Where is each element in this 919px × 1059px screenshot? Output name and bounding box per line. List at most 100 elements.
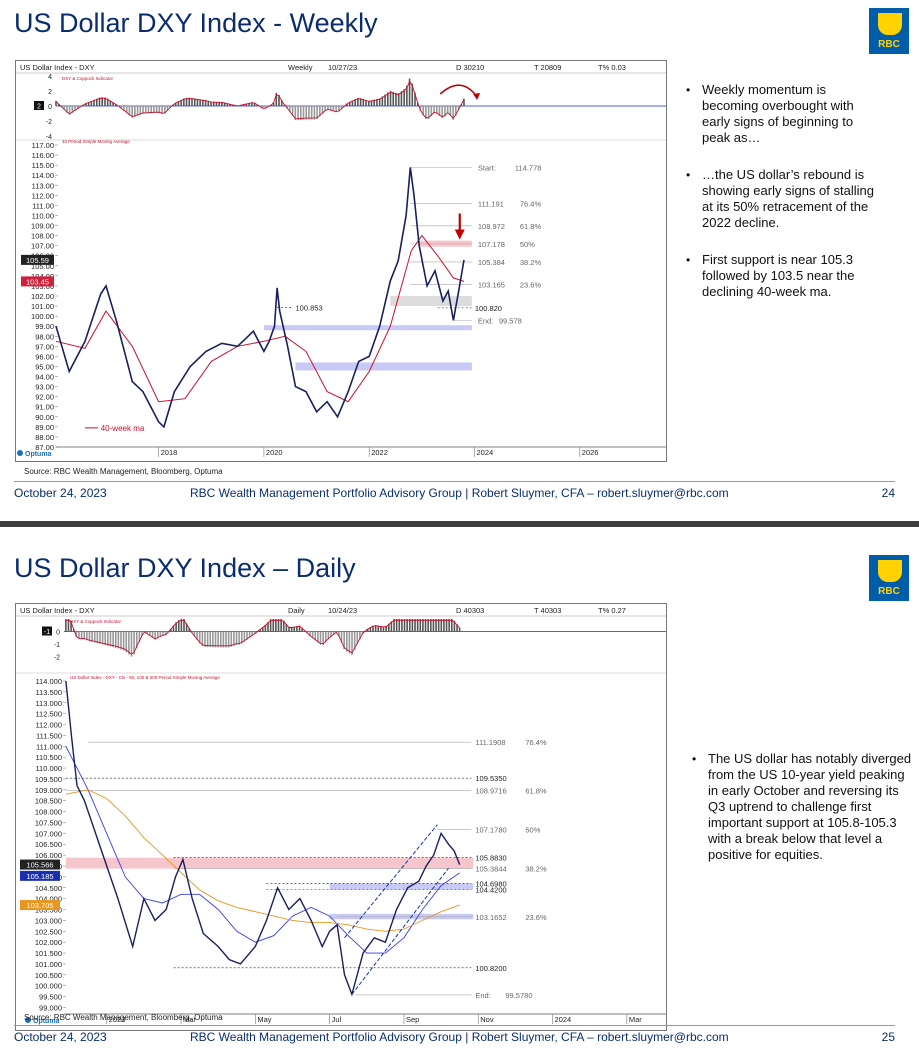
weekly-chart-svg: US Dollar Index - DXY Weekly 10/27/23 D 302… bbox=[16, 63, 666, 458]
price-badge-text: 105.185 bbox=[26, 872, 53, 881]
y-tick-label: 106.500 bbox=[35, 840, 62, 849]
y-tick-label: 102.00 bbox=[31, 292, 54, 301]
fib-level-label: End: bbox=[478, 316, 493, 325]
y-tick-label: 98.00 bbox=[35, 332, 54, 341]
x-tick-label: Nov bbox=[480, 1015, 494, 1024]
page-number: 25 bbox=[881, 1030, 895, 1044]
y-tick-label: 104.000 bbox=[35, 895, 62, 904]
fib-level-pct: 61.8% bbox=[520, 222, 542, 231]
footer-rule bbox=[14, 1025, 895, 1026]
logo-text: RBC bbox=[878, 39, 900, 50]
y-tick-label: 87.00 bbox=[35, 443, 54, 452]
chart-tpct-value: T% 0.27 bbox=[598, 606, 626, 615]
ma-100-day-line bbox=[65, 789, 460, 932]
y-tick-label: 104.500 bbox=[35, 884, 62, 893]
x-tick-label: 2022 bbox=[371, 448, 388, 457]
y-tick-label: 96.00 bbox=[35, 352, 54, 361]
y-tick-label: 111.500 bbox=[36, 731, 62, 740]
fib-level-label: 107.1780 bbox=[475, 825, 506, 834]
y-tick-label: 114.000 bbox=[35, 677, 62, 686]
fib-level-pct: 38.2% bbox=[520, 258, 542, 267]
y-tick-label: 100.000 bbox=[35, 982, 62, 991]
x-tick-label: Mar bbox=[183, 1015, 196, 1024]
fib-level-pct: 38.2% bbox=[525, 865, 547, 874]
oscillator-tick-label: 4 bbox=[48, 74, 52, 81]
oscillator-tick-label: 0 bbox=[48, 104, 52, 111]
fib-level-value: 99.578 bbox=[499, 316, 522, 325]
fib-level-label: 111.1908 bbox=[475, 738, 505, 747]
chart-name: US Dollar Index - DXY bbox=[20, 606, 95, 615]
y-tick-label: 91.00 bbox=[35, 403, 54, 412]
commentary: Weekly momentum is becoming overbought w… bbox=[684, 82, 884, 321]
fib-level-label: 108.9716 bbox=[475, 786, 506, 795]
y-tick-label: 104.00 bbox=[31, 272, 54, 281]
x-tick-label: Sep bbox=[406, 1015, 419, 1024]
price-badge-text: 103.705 bbox=[26, 901, 53, 910]
lion-shield-icon bbox=[878, 13, 902, 35]
footer-credit: RBC Wealth Management Portfolio Advisory… bbox=[190, 1030, 729, 1044]
down-arrow-head-icon bbox=[454, 229, 465, 240]
fib-level-value: 99.5780 bbox=[505, 991, 532, 1000]
y-tick-label: 101.000 bbox=[35, 960, 62, 969]
curved-arrow-head-icon bbox=[473, 93, 481, 100]
fib-level-pct: 23.6% bbox=[525, 913, 547, 922]
y-tick-label: 99.00 bbox=[35, 322, 54, 331]
chart-t-value: T 40303 bbox=[534, 606, 561, 615]
curved-arrow-icon bbox=[439, 84, 478, 98]
lion-shield-icon bbox=[878, 560, 902, 582]
chart-date: 10/27/23 bbox=[328, 63, 357, 72]
y-tick-label: 106.000 bbox=[35, 851, 62, 860]
y-tick-label: 113.000 bbox=[35, 699, 62, 708]
oscillator-signal-line bbox=[55, 80, 465, 120]
x-tick-label: Mar bbox=[629, 1015, 642, 1024]
slide-title: US Dollar DXY Index – Daily bbox=[14, 553, 356, 583]
logo-text: RBC bbox=[878, 586, 900, 597]
source-note: Source: RBC Wealth Management, Bloomberg… bbox=[24, 467, 223, 476]
commentary: The US dollar has notably diverged from … bbox=[690, 751, 912, 884]
fib-level-label: 100.8200 bbox=[475, 964, 506, 973]
optuma-icon bbox=[17, 450, 23, 456]
ma-legend: US Dollar Index - DXY - Cls - 50, 100 & … bbox=[70, 675, 220, 680]
fib-level-label: 104.6980 bbox=[475, 879, 506, 888]
chart-d-value: D 30210 bbox=[456, 63, 484, 72]
fib-level-label: 105.8830 bbox=[475, 854, 506, 863]
y-tick-label: 99.000 bbox=[39, 1003, 62, 1012]
price-badge-text: 103.45 bbox=[26, 277, 49, 286]
y-tick-label: 89.00 bbox=[35, 423, 54, 432]
optuma-label: Optuma bbox=[33, 1018, 60, 1025]
price-line bbox=[55, 167, 465, 429]
fib-level-label: 108.972 bbox=[478, 222, 505, 231]
oscillator-tick-label: 2 bbox=[48, 89, 52, 96]
oscillator-tick-label: -1 bbox=[54, 642, 60, 649]
support-label: 100.820 bbox=[475, 304, 502, 313]
footer-date: October 24, 2023 bbox=[14, 1030, 107, 1044]
fib-level-pct: 50% bbox=[520, 240, 535, 249]
y-tick-label: 113.00 bbox=[32, 181, 54, 190]
rbc-logo: RBC bbox=[869, 8, 909, 54]
y-tick-label: 107.500 bbox=[35, 818, 62, 827]
oscillator-tick-label: -2 bbox=[46, 119, 52, 126]
oscillator-label: DXY & Coppock Indicator bbox=[62, 76, 113, 81]
y-tick-label: 114.00 bbox=[32, 171, 54, 180]
support-label: 100.853 bbox=[296, 304, 323, 313]
fib-level-pct: 61.8% bbox=[525, 786, 547, 795]
oscillator-value-text: -1 bbox=[44, 629, 50, 636]
x-tick-label: Jul bbox=[332, 1015, 342, 1024]
y-tick-label: 108.00 bbox=[31, 232, 54, 241]
y-tick-label: 112.00 bbox=[32, 191, 54, 200]
oscillator-tick-label: -2 bbox=[54, 655, 60, 662]
y-tick-label: 112.000 bbox=[35, 721, 62, 730]
ma-legend: 40 Period Simple Moving Average bbox=[62, 139, 130, 144]
price-badge bbox=[21, 276, 54, 287]
fib-level-pct: 76.4% bbox=[520, 199, 542, 208]
page-number: 24 bbox=[881, 486, 895, 500]
y-tick-label: 113.500 bbox=[35, 688, 62, 697]
x-tick-label: 2023 bbox=[109, 1015, 126, 1024]
channel-lower-line bbox=[351, 867, 449, 995]
support-band-upper bbox=[263, 325, 472, 331]
weekly-chart: US Dollar Index - DXY Weekly 10/27/23 D 302… bbox=[15, 60, 667, 462]
fib-level-label: 105.3844 bbox=[475, 865, 506, 874]
y-tick-label: 107.00 bbox=[31, 242, 54, 251]
x-tick-label: 2020 bbox=[266, 448, 283, 457]
y-tick-label: 110.00 bbox=[32, 211, 54, 220]
